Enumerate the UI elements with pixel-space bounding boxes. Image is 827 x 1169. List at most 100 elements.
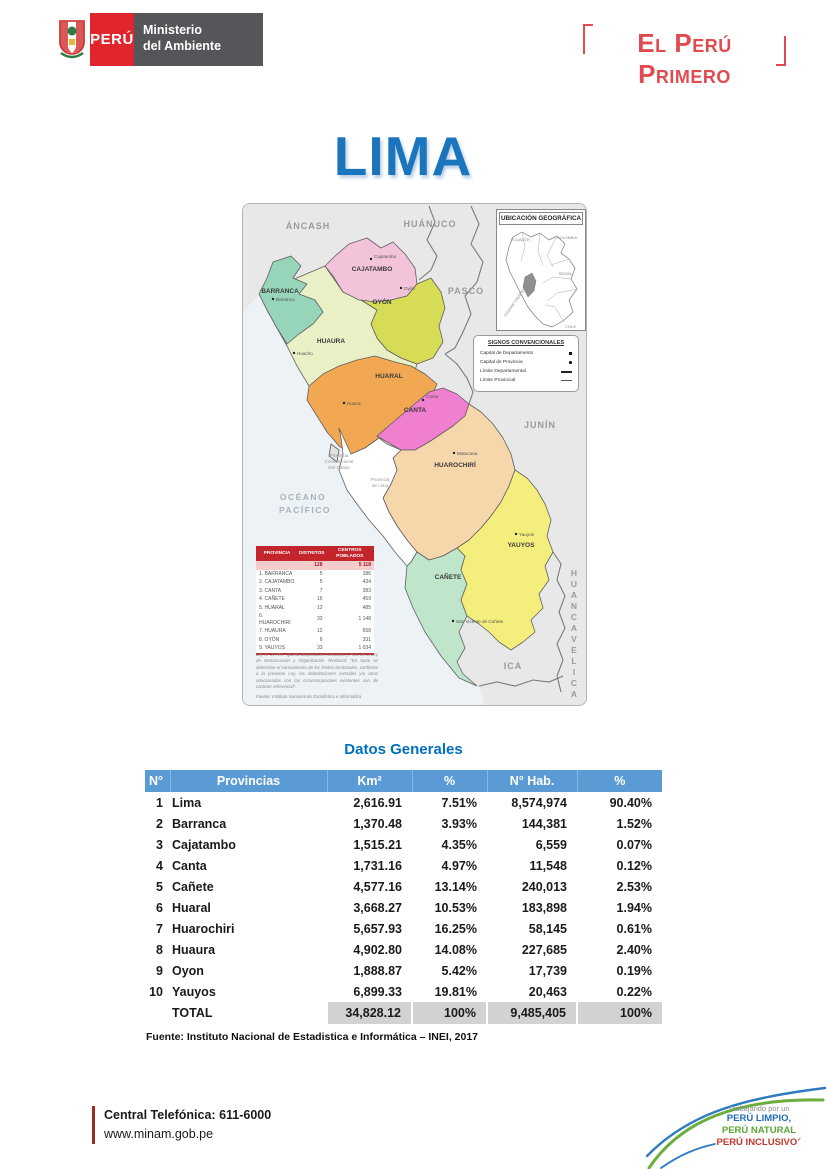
minam-slogan-logo: Trabajando por un PERÚ LIMPIO, PERÚ NATU… bbox=[645, 1082, 827, 1169]
peru-inset-map: ECUADOR COLOMBIA BRASIL CHILE OCÉANO PAC… bbox=[503, 231, 578, 329]
slogan-bracket-left bbox=[583, 24, 593, 54]
capital-huaral: Huaral bbox=[347, 401, 361, 406]
law-note: Ley N° 27795 - Quinta Disposición Transi… bbox=[256, 652, 378, 689]
general-data-table: N° Provincias Km² % N° Hab. % 1 Lima 2,616… bbox=[145, 770, 662, 1024]
inset-title: UBICACIÓN GEOGRÁFICA bbox=[499, 212, 583, 225]
table-total-row: TOTAL 34,828.12 100% 9,485,405 100% bbox=[145, 1002, 662, 1024]
slogan-line-natural: PERÚ NATURAL bbox=[721, 1125, 797, 1137]
capital-yauyos: Yauyos bbox=[519, 532, 535, 537]
label-junin: JUNÍN bbox=[524, 420, 556, 430]
slogan-line-trabajando: Trabajando por un bbox=[728, 1104, 790, 1113]
mini-header-provincia: PROVINCIA bbox=[256, 546, 298, 562]
label-barranca: BARRANCA bbox=[261, 288, 299, 295]
lima-department-map: ÁNCASH HUÁNUCO PASCO JUNÍN ICA OCÉANO PA… bbox=[242, 203, 587, 706]
geographic-location-inset: UBICACIÓN GEOGRÁFICA ECUADOR COLOMBIA BR… bbox=[496, 209, 586, 331]
map-legend: SIGNOS CONVENCIONALES Capital de Departa… bbox=[473, 335, 579, 392]
legend-row: Límite Departamental bbox=[480, 367, 572, 376]
inset-label-brasil: BRASIL bbox=[559, 272, 573, 276]
label-pasco: PASCO bbox=[448, 286, 484, 296]
inset-label-chile: CHILE bbox=[565, 325, 577, 329]
mini-row: 4. CAÑETE 16 459 bbox=[259, 596, 371, 603]
inset-lima-highlight bbox=[522, 272, 537, 298]
thin-line-symbol-icon bbox=[561, 380, 572, 381]
legend-label-capital-departamento: Capital de Departamento bbox=[480, 351, 534, 356]
table-row: 2 Barranca 1,370.48 3.93% 144,381 1.52% bbox=[156, 816, 652, 831]
total-label: TOTAL bbox=[172, 1006, 213, 1020]
label-provincia-lima-1: Provincia bbox=[371, 477, 390, 482]
footer-accent-bar bbox=[92, 1106, 95, 1144]
ministry-line1: Ministerio bbox=[143, 23, 203, 37]
mini-row: 1. BARRANCA 5 186 bbox=[259, 570, 371, 577]
square-symbol-icon bbox=[568, 351, 572, 356]
capital-barranca: Barranca bbox=[276, 297, 295, 302]
table-row: 1 Lima 2,616.91 7.51% 8,574,974 90.40% bbox=[156, 795, 652, 810]
mini-total-centros: 5 118 bbox=[325, 561, 374, 570]
header-km2: Km² bbox=[326, 770, 412, 792]
mini-total-row: 128 5 118 bbox=[256, 561, 374, 570]
header-hab: N° Hab. bbox=[486, 770, 577, 792]
label-oyon: OYÓN bbox=[372, 297, 391, 306]
department-borders bbox=[418, 205, 566, 693]
label-canta: CANTA bbox=[404, 407, 427, 414]
legend-row: Capital de Provincia bbox=[480, 358, 572, 367]
province-shape-callao bbox=[328, 443, 340, 463]
mini-row: 8. OYÓN 6 331 bbox=[259, 636, 371, 643]
table-row: 10 Yauyos 6,899.33 19.81% 20,463 0.22% bbox=[149, 984, 652, 999]
table-row: 3 Cajatambo 1,515.21 4.35% 6,559 0.07% bbox=[156, 837, 652, 852]
header-pct1: % bbox=[411, 770, 487, 792]
legend-row: Capital de Departamento bbox=[480, 349, 572, 358]
label-callao-3: Del Callao bbox=[328, 465, 350, 470]
capital-markers bbox=[271, 257, 518, 623]
capital-cajatambo: Cajatambo bbox=[374, 254, 397, 259]
page-title: LIMA bbox=[333, 125, 473, 187]
footer-contact: Central Telefónica: 611-6000 www.minam.g… bbox=[104, 1106, 271, 1145]
footer-website: www.minam.gob.pe bbox=[104, 1127, 214, 1142]
table-row: 5 Cañete 4,577.16 13.14% 240,013 2.53% bbox=[156, 879, 652, 894]
label-ocean-line1: OCÉANO bbox=[280, 492, 326, 502]
mini-row: 7. HUAURA 12 658 bbox=[259, 628, 371, 635]
province-shape-lima-provincia bbox=[338, 427, 418, 567]
mini-row: 9. YAUYOS 33 1 034 bbox=[259, 645, 371, 652]
label-ica: ICA bbox=[504, 661, 523, 671]
mini-row: 2. CAJATAMBO 5 434 bbox=[259, 579, 371, 586]
header-provincias: Provincias bbox=[169, 770, 327, 792]
inset-internal-borders bbox=[520, 231, 578, 322]
mini-row: 5. HUARAL 12 485 bbox=[259, 604, 371, 611]
slogan-bracket-right bbox=[776, 36, 786, 66]
peru-wordmark: PERÚ bbox=[90, 13, 134, 66]
label-cajatambo: CAJATAMBO bbox=[352, 266, 393, 273]
legend-label-limite-provincial: Límite Provincial bbox=[480, 378, 516, 383]
mini-total-distritos: 128 bbox=[298, 561, 326, 570]
capital-canta: Canta bbox=[426, 394, 439, 399]
label-ancash: ÁNCASH bbox=[286, 221, 331, 231]
capital-san-vicente: San Vicente de Cañete bbox=[456, 619, 504, 624]
province-shape-canete bbox=[404, 547, 478, 687]
capital-oyon: Oyón bbox=[404, 286, 415, 291]
label-provincia-lima-2: de Lima bbox=[372, 483, 389, 488]
districts-stats-table: PROVINCIA DISTRITOS CENTROS POBLADOS 128… bbox=[256, 546, 374, 655]
el-peru-primero-slogan: El Perú Primero bbox=[583, 24, 786, 89]
header-n: N° bbox=[145, 770, 170, 792]
legend-label-capital-provincia: Capital de Provincia bbox=[480, 360, 523, 365]
label-yauyos: YAUYOS bbox=[508, 542, 536, 549]
capital-huacho: Huacho bbox=[297, 351, 313, 356]
legend-title: SIGNOS CONVENCIONALES bbox=[487, 340, 565, 346]
dot-symbol-icon bbox=[569, 361, 572, 364]
label-huaral: HUARAL bbox=[375, 373, 402, 380]
label-huaura: HUAURA bbox=[317, 338, 345, 345]
map-source-note: Fuente: Instituto Nacional de Estadístic… bbox=[256, 694, 363, 700]
label-callao-1: Provincia bbox=[330, 453, 349, 458]
province-shape-yauyos bbox=[456, 469, 554, 651]
label-ocean-line2: PACÍFICO bbox=[279, 505, 331, 515]
table-header-row: N° Provincias Km² % N° Hab. % bbox=[145, 770, 662, 792]
table-row: 7 Huarochiri 5,657.93 16.25% 58,145 0.61% bbox=[156, 921, 652, 936]
map-footnotes: Ley N° 27795 - Quinta Disposición Transi… bbox=[256, 652, 378, 705]
inset-label-ecuador: ECUADOR bbox=[511, 238, 530, 242]
mini-header-distritos: DISTRITOS bbox=[298, 546, 326, 562]
legend-row: Límite Provincial bbox=[480, 376, 572, 385]
inset-label-ocean: OCÉANO PACÍFICO bbox=[503, 286, 527, 318]
legend-label-limite-departamental: Límite Departamental bbox=[480, 369, 526, 374]
province-shape-oyon bbox=[360, 277, 446, 365]
label-callao-2: Constitucional bbox=[325, 459, 354, 464]
